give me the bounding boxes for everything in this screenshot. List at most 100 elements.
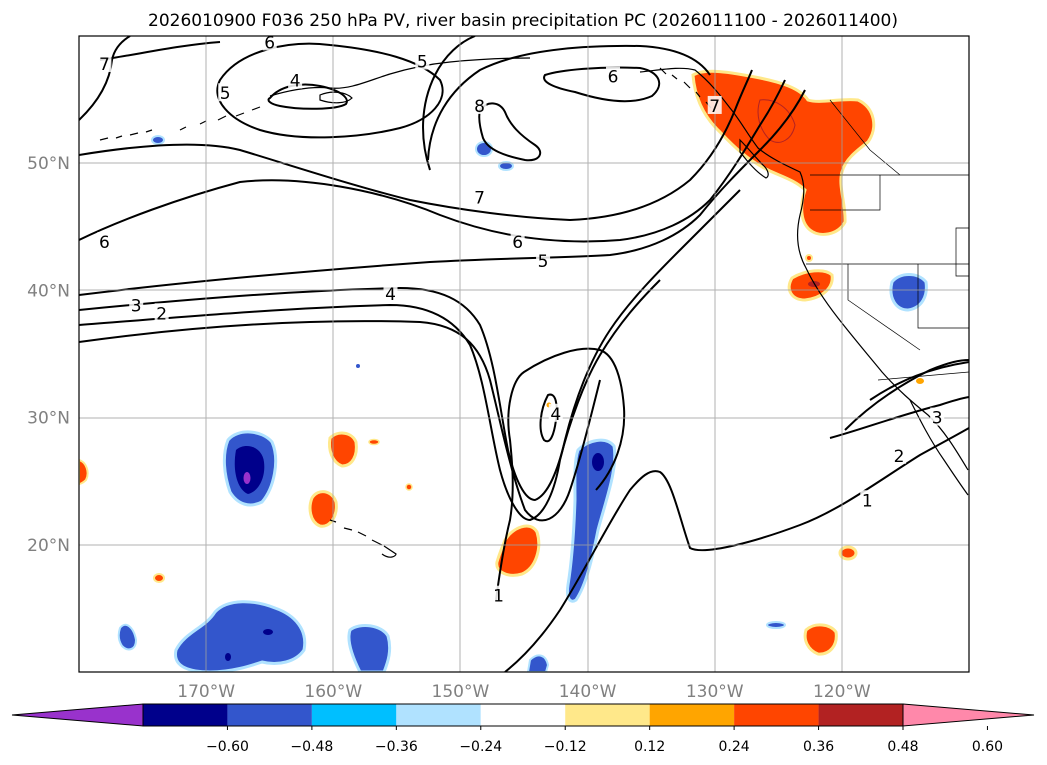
contour-label: 6 (99, 233, 110, 253)
precip-negative-region-sw-small (117, 623, 138, 651)
figure-title: 2026010900 F036 250 hPa PV, river basin … (148, 11, 898, 31)
contour-label: 3 (932, 409, 943, 429)
colorbar-extend-min (11, 703, 144, 727)
contour-label: 4 (385, 285, 396, 305)
precip-positive-region-central (495, 524, 541, 577)
pv-contour-1 (504, 427, 969, 672)
contour-label-background (288, 70, 303, 89)
pv-contour-7 (79, 69, 753, 222)
pv-contour-7-north (79, 36, 131, 121)
alaska-peninsula (269, 57, 531, 97)
colorbar-tick-label: −0.60 (206, 739, 249, 755)
contour-label: 1 (862, 491, 873, 511)
pv-contour-4-north-loop (267, 83, 348, 110)
contour-label-background (97, 232, 112, 251)
precip-negative-region-southwest-core2 (225, 653, 231, 661)
contour-label-background (415, 51, 430, 70)
political-borders (806, 99, 969, 381)
pv-contour-3-east (869, 361, 969, 401)
contour-label-background (383, 284, 398, 303)
contour-label-background (548, 403, 563, 422)
bc-ab-border (829, 99, 901, 176)
longitude-tick-label: 120°W (813, 682, 871, 702)
precip-positive-spot-coast (805, 254, 813, 262)
colorbar-tick-label: −0.12 (544, 739, 587, 755)
map-frame (78, 35, 970, 673)
contour-label-background (510, 232, 525, 251)
colorbar-segment (565, 704, 650, 726)
pv-contour-2 (79, 320, 601, 522)
colorbar-tick-label: 0.36 (803, 739, 834, 755)
pv-contour-7-upper (422, 36, 476, 171)
contour-label: 2 (156, 304, 167, 324)
contour-label: 3 (131, 297, 142, 317)
contour-label: 4 (550, 405, 561, 425)
longitude-tick-label: 140°W (559, 682, 617, 702)
pv-contour-5-upper (543, 66, 661, 103)
colorbar-segment (311, 704, 397, 726)
pv-contour-1-west (495, 347, 626, 601)
colorbar-segment (818, 704, 903, 726)
contour-label: 5 (538, 252, 549, 272)
colorbar-segment (480, 704, 566, 726)
contour-label-background (536, 251, 551, 270)
contour-label-background (218, 83, 233, 102)
colorbar-segment (734, 704, 819, 726)
contour-label: 4 (290, 72, 301, 92)
longitude-tick-labels: 170°W 160°W 150°W 140°W 130°W 120°W (177, 682, 871, 702)
precip-negative-region-west-core (243, 472, 251, 484)
contour-label: 6 (264, 33, 275, 53)
wa-or-border (810, 175, 881, 211)
pv-contour-6 (79, 79, 786, 243)
precip-negative-spot-aleutian (151, 135, 165, 145)
pv-contour-8 (478, 102, 542, 162)
longitude-tick-label: 130°W (686, 682, 744, 702)
contour-label-background (860, 490, 875, 509)
contour-label-background (262, 36, 277, 51)
contour-label-background (97, 53, 112, 72)
contour-label-background (154, 303, 169, 322)
precip-negative-spot-tiny (356, 364, 360, 368)
latitude-tick-labels: 50°N 40°N 30°N 20°N (27, 154, 70, 556)
contour-label: 2 (894, 447, 905, 467)
contour-label-background (606, 66, 620, 85)
pv-contour-5-north-loop (216, 42, 444, 139)
contour-label: 7 (99, 55, 110, 75)
precip-negative-region-great-basin (889, 273, 928, 312)
precip-positive-spot-c (153, 573, 165, 583)
contour-label: 7 (474, 189, 485, 209)
colorbar-segment (143, 704, 228, 726)
precip-negative-region-southwest-core (263, 629, 273, 635)
longitude-tick-label: 160°W (304, 682, 362, 702)
vancouver-island (739, 138, 769, 179)
colorbar-segment (649, 704, 735, 726)
kodiak-island (319, 91, 353, 104)
colorbar-tick-label: 0.24 (719, 739, 750, 755)
pv-contour-6-upper (427, 44, 711, 161)
pv-contour-4-south (829, 396, 969, 439)
precip-negative-spot-north-b (498, 161, 514, 171)
contour-label: 1 (493, 587, 504, 607)
colorbar-outline (142, 703, 904, 727)
precip-negative-region-bottom (526, 654, 550, 672)
contour-label: 6 (512, 233, 523, 253)
ca-nv-border (847, 264, 921, 351)
contour-label-background (491, 585, 506, 604)
precip-positive-spot-east (838, 545, 858, 561)
precip-negative-band-core (592, 453, 604, 471)
contour-label-background (472, 187, 487, 206)
contour-label: 5 (220, 84, 231, 104)
pv-contours (79, 36, 969, 672)
colorbar-tick-label: 0.60 (972, 739, 1003, 755)
colorbar-tick-label: −0.36 (375, 739, 418, 755)
aleutian-islands (99, 106, 261, 141)
graticule (79, 36, 969, 672)
contour-label: 7 (709, 97, 720, 117)
colorbar-tick-label: 0.12 (634, 739, 665, 755)
contour-label-background (129, 295, 144, 314)
precip-positive-region-nw-coast-core (757, 99, 796, 143)
contour-label: 5 (417, 52, 428, 72)
precip-shading (79, 69, 928, 672)
precip-positive-spot-baja (916, 378, 924, 384)
longitude-tick-label: 150°W (432, 682, 490, 702)
